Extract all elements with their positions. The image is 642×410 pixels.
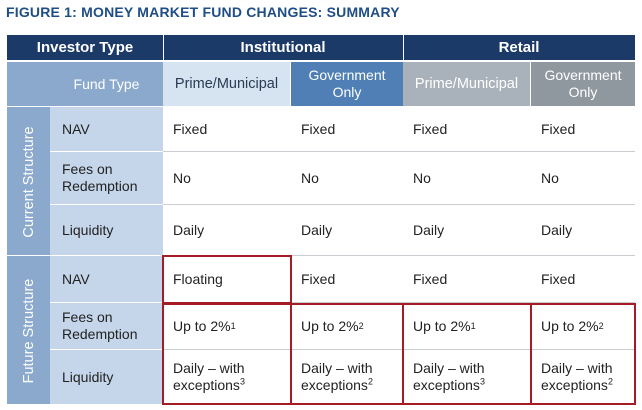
footnote-marker: 2 — [367, 376, 373, 387]
row-label-current-liquidity: Liquidity — [50, 205, 163, 255]
cell-value: Up to 2% — [173, 317, 231, 334]
current-structure-band — [7, 107, 50, 255]
row-label-current-fees: Fees on Redemption — [50, 152, 163, 204]
row-divider — [163, 255, 635, 256]
row-divider — [163, 302, 635, 303]
row-divider — [163, 204, 635, 205]
cell-future-fees-retail-gov: Up to 2% 2 — [541, 317, 604, 334]
figure-title: FIGURE 1: MONEY MARKET FUND CHANGES: SUM… — [6, 4, 400, 20]
fund-type-band — [7, 62, 50, 106]
footnote-marker: 2 — [607, 376, 613, 387]
current-structure-label: Current Structure — [21, 126, 37, 238]
cell-future-nav-retail-prime: Fixed — [413, 270, 448, 287]
row-label-future-nav: NAV — [50, 256, 163, 302]
cell-future-liquidity-retail-prime: Daily – with exceptions3 — [403, 350, 530, 404]
cell-current-liquidity-retail-gov: Daily — [541, 221, 573, 238]
cell-future-liquidity-retail-gov: Daily – with exceptions2 — [531, 350, 635, 404]
future-structure-band — [7, 256, 50, 404]
cell-future-fees-inst-gov: Up to 2% 2 — [301, 317, 364, 334]
cell-text-wrap: Daily – with exceptions2 — [541, 360, 635, 394]
cell-value: Daily – with exceptions — [541, 360, 613, 393]
cell-value: Daily – with exceptions — [301, 360, 373, 393]
cell-current-nav-inst-prime: Fixed — [173, 120, 208, 137]
row-divider — [163, 151, 635, 152]
cell-value: Daily – with exceptions — [413, 360, 485, 393]
header-retail-prime-municipal: Prime/Municipal — [403, 62, 530, 106]
cell-value: Up to 2% — [413, 317, 471, 334]
row-divider — [7, 255, 163, 256]
cell-current-nav-inst-gov: Fixed — [301, 120, 336, 137]
cell-current-nav-retail-gov: Fixed — [541, 120, 576, 137]
cell-future-fees-inst-prime: Up to 2% 1 — [173, 317, 236, 334]
row-label-future-fees: Fees on Redemption — [50, 303, 163, 349]
cell-current-fees-inst-gov: No — [301, 169, 319, 186]
cell-current-liquidity-inst-prime: Daily — [173, 221, 205, 238]
cell-future-fees-retail-prime: Up to 2% 1 — [413, 317, 476, 334]
cell-future-nav-inst-prime: Floating — [173, 270, 223, 287]
header-retail: Retail — [403, 35, 635, 60]
cell-future-nav-retail-gov: Fixed — [541, 270, 576, 287]
cell-future-liquidity-inst-prime: Daily – with exceptions3 — [163, 350, 290, 404]
cell-current-fees-inst-prime: No — [173, 169, 191, 186]
highlight-retail-prime-fees-liquidity — [402, 303, 532, 405]
cell-current-fees-retail-prime: No — [413, 169, 431, 186]
header-retail-government-only: Government Only — [531, 62, 635, 106]
cell-future-nav-inst-gov: Fixed — [301, 270, 336, 287]
cell-text-wrap: Daily – with exceptions3 — [173, 360, 290, 394]
header-inst-prime-municipal: Prime/Municipal — [163, 62, 290, 106]
cell-future-liquidity-inst-gov: Daily – with exceptions2 — [291, 350, 403, 404]
row-divider — [163, 349, 635, 350]
header-investor-type: Investor Type — [7, 35, 163, 60]
cell-value: Up to 2% — [541, 317, 599, 334]
cell-value: Daily – with exceptions — [173, 360, 245, 393]
footnote-marker: 3 — [239, 376, 245, 387]
footnote-marker: 3 — [479, 376, 485, 387]
header-inst-government-only: Government Only — [291, 62, 403, 106]
header-institutional: Institutional — [163, 35, 403, 60]
highlight-floating-nav — [162, 255, 292, 304]
cell-current-fees-retail-gov: No — [541, 169, 559, 186]
future-structure-label: Future Structure — [21, 278, 37, 384]
column-divider — [163, 35, 164, 60]
header-fund-type: Fund Type — [50, 62, 163, 106]
row-label-current-nav: NAV — [50, 107, 163, 151]
cell-text-wrap: Daily – with exceptions3 — [413, 360, 530, 394]
cell-current-liquidity-retail-prime: Daily — [413, 221, 445, 238]
highlight-inst-prime-fees-liquidity — [162, 303, 292, 405]
row-label-future-liquidity: Liquidity — [50, 350, 163, 404]
cell-value: Up to 2% — [301, 317, 359, 334]
highlight-retail-gov-fees-liquidity — [530, 303, 636, 405]
cell-current-liquidity-inst-gov: Daily — [301, 221, 333, 238]
highlight-inst-gov-fees-liquidity — [290, 303, 404, 405]
cell-text-wrap: Daily – with exceptions2 — [301, 360, 403, 394]
column-divider — [403, 35, 404, 60]
cell-current-nav-retail-prime: Fixed — [413, 120, 448, 137]
